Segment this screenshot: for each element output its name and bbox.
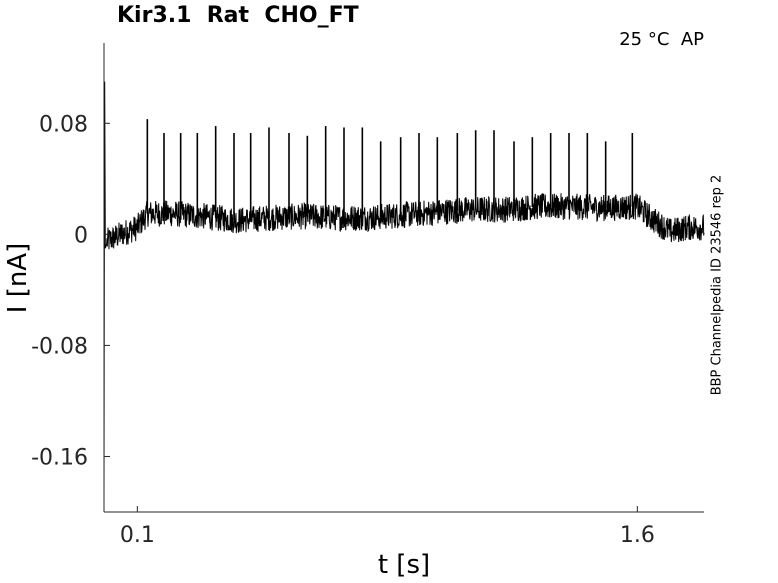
y-tick-label: -0.16 bbox=[31, 445, 88, 470]
current-trace bbox=[103, 81, 705, 499]
trace-layer bbox=[103, 81, 705, 499]
x-axis-label: t [s] bbox=[377, 550, 431, 580]
chart-title: Kir3.1 Rat CHO_FT bbox=[117, 3, 359, 28]
y-axis-label: I [nA] bbox=[3, 242, 33, 314]
y-tick-label: -0.08 bbox=[31, 334, 88, 359]
side-id-label: BBP Channelpedia ID 23546 rep 2 bbox=[709, 174, 725, 396]
x-tick-label: 1.6 bbox=[620, 523, 655, 548]
y-tick-label: 0 bbox=[74, 223, 88, 248]
axes-layer: 0.08 0 -0.08 -0.16 0.1 1.6 bbox=[31, 43, 704, 548]
x-tick-label: 0.1 bbox=[120, 523, 155, 548]
y-tick-label: 0.08 bbox=[39, 112, 88, 137]
condition-label: 25 °C AP bbox=[619, 29, 704, 50]
